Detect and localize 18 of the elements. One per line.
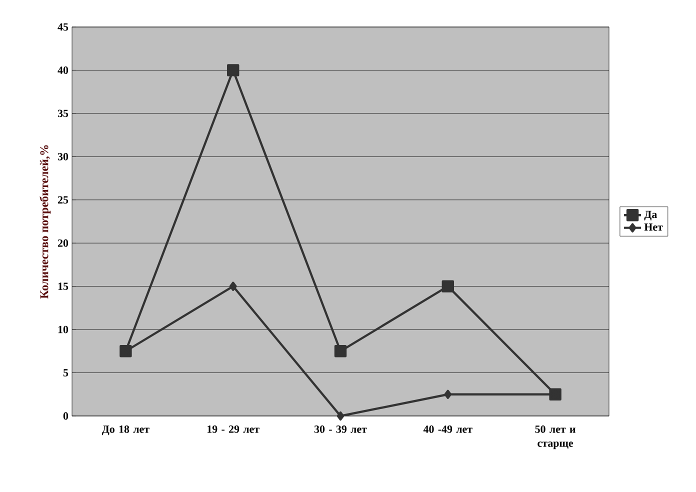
y-tick-label: 5 [63, 369, 68, 376]
y-tick-label: 45 [58, 23, 68, 31]
y-axis-title: Количество потребителей,% [40, 145, 51, 299]
legend-label: Да [644, 210, 657, 220]
y-tick-label: 25 [58, 196, 68, 204]
x-tick-label: 50 лет и старще [535, 426, 576, 450]
x-tick-label: 19 - 29 лет [208, 426, 260, 433]
y-tick-label: 10 [58, 326, 68, 334]
x-tick-label: 40 -49 лет [423, 426, 472, 433]
x-tick-label: 30 - 39 лет [314, 426, 367, 433]
legend-label: Нет [644, 223, 663, 231]
y-tick-label: 20 [58, 239, 68, 247]
y-tick-label: 40 [58, 66, 68, 74]
y-tick-label: 0 [63, 412, 68, 420]
y-tick-label: 35 [58, 110, 68, 118]
y-tick-label: 30 [58, 152, 68, 160]
y-tick-label: 15 [58, 282, 68, 290]
x-tick-label: До 18 лет [102, 426, 150, 436]
